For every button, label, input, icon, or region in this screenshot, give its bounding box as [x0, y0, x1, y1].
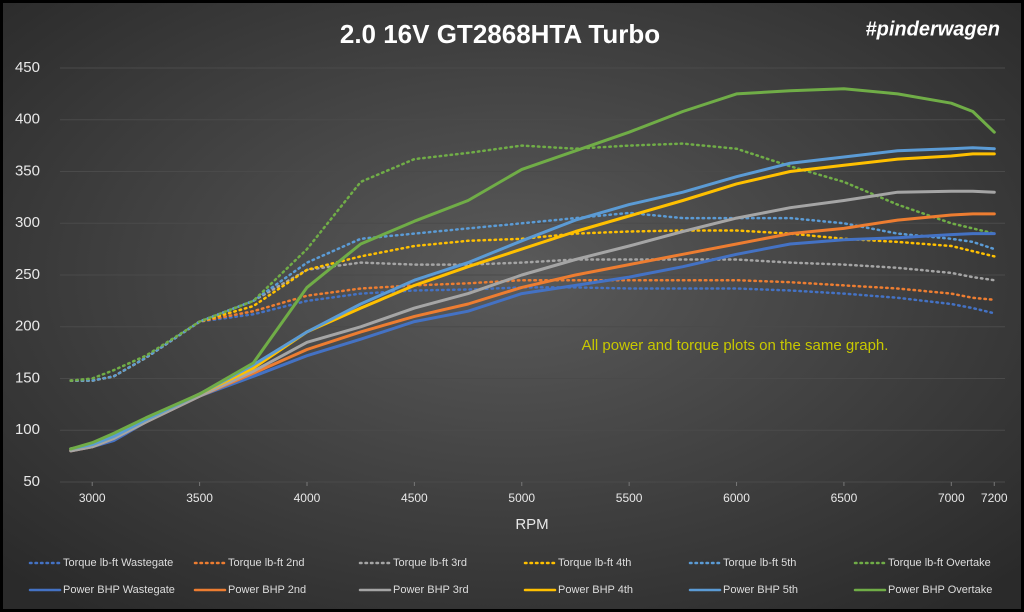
legend-label: Power BHP 2nd [228, 584, 306, 596]
annotation: All power and torque plots on the same g… [582, 337, 889, 354]
x-tick-label: 6500 [831, 491, 858, 505]
series-line [69, 87, 996, 451]
y-tick-label: 250 [15, 266, 40, 283]
y-tick-label: 300 [15, 214, 40, 231]
legend-label: Power BHP 3rd [393, 584, 469, 596]
y-tick-label: 350 [15, 162, 40, 179]
legend-label: Torque lb-ft 3rd [393, 557, 467, 569]
legend-label: Torque lb-ft 4th [558, 557, 631, 569]
series-line [69, 278, 996, 382]
x-tick-label: 5000 [508, 491, 535, 505]
chart-title: 2.0 16V GT2868HTA Turbo [340, 19, 660, 49]
x-tick-label: 3000 [79, 491, 106, 505]
y-tick-label: 400 [15, 111, 40, 128]
legend-label: Power BHP 5th [723, 584, 798, 596]
watermark: #pinderwagen [866, 18, 1000, 40]
x-tick-label: 3500 [186, 491, 213, 505]
series-line [69, 142, 996, 382]
legend-label: Power BHP Wastegate [63, 584, 175, 596]
y-tick-label: 200 [15, 318, 40, 335]
legend-label: Torque lb-ft 5th [723, 557, 796, 569]
x-tick-label: 5500 [616, 491, 643, 505]
series-line [69, 229, 996, 382]
y-tick-label: 50 [23, 473, 40, 490]
x-axis-label: RPM [515, 516, 548, 533]
series-line [69, 189, 996, 453]
background [3, 3, 1021, 609]
x-tick-label: 7000 [938, 491, 965, 505]
y-tick-label: 450 [15, 59, 40, 76]
y-tick-label: 150 [15, 369, 40, 386]
x-tick-label: 4000 [294, 491, 321, 505]
x-tick-label: 7200 [981, 491, 1008, 505]
series-line [69, 258, 996, 382]
legend-label: Power BHP 4th [558, 584, 633, 596]
y-tick-label: 100 [15, 421, 40, 438]
x-tick-label: 4500 [401, 491, 428, 505]
series-line [69, 211, 996, 382]
legend-label: Torque lb-ft Overtake [888, 557, 991, 569]
legend-label: Torque lb-ft Wastegate [63, 557, 173, 569]
x-tick-label: 6000 [723, 491, 750, 505]
legend-label: Power BHP Overtake [888, 584, 992, 596]
legend-label: Torque lb-ft 2nd [228, 557, 304, 569]
